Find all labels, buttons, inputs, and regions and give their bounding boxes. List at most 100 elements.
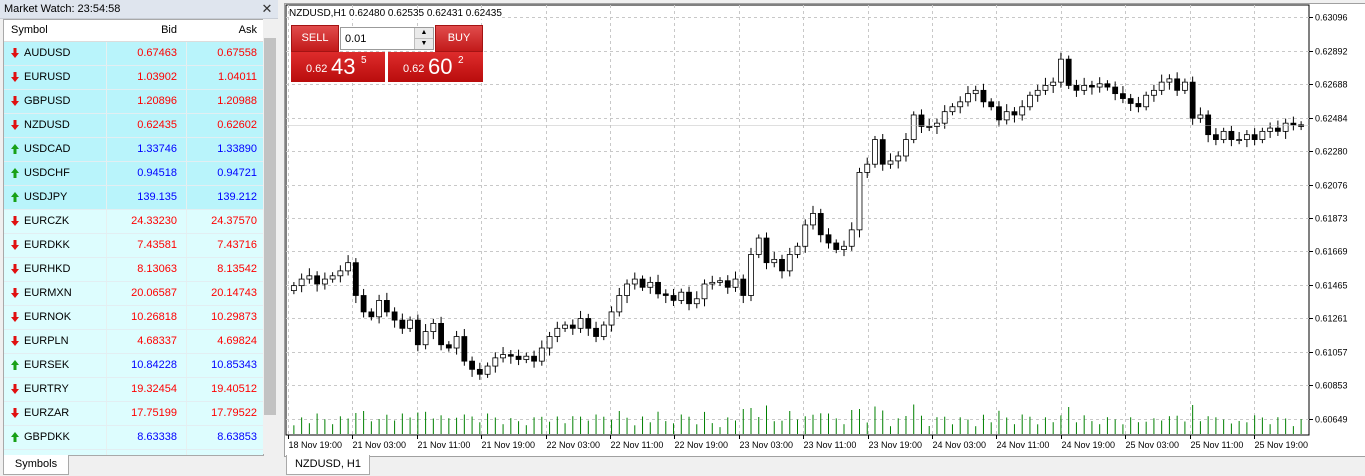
symbol-row[interactable]: EURDKK 7.43581 7.43716 — [4, 234, 263, 258]
x-tick-label: 22 Nov 03:00 — [547, 440, 601, 450]
buy-button[interactable]: BUY — [435, 25, 483, 52]
market-watch-panel: Market Watch: 23:54:58 ✕ Symbol Bid Ask … — [0, 0, 280, 476]
candle — [368, 308, 375, 321]
candle — [546, 331, 553, 356]
ask-value: 1.04011 — [218, 71, 257, 83]
chart-header: NZDUSD,H1 0.62480 0.62535 0.62431 0.6243… — [289, 8, 502, 19]
symbol-row[interactable]: EURZAR 17.75199 17.79522 — [4, 402, 263, 426]
symbol-row[interactable]: EURMXN 20.06587 20.14743 — [4, 282, 263, 306]
lot-size-stepper[interactable]: ▲ ▼ — [340, 27, 434, 50]
arrow-up-icon — [10, 167, 20, 179]
arrow-down-icon — [10, 47, 20, 59]
symbol-row[interactable]: USDJPY 139.135 139.212 — [4, 186, 263, 210]
chart-window[interactable]: 0.63096 0.62892 0.62688 0.62484 0.62280 0.620… — [284, 3, 1365, 457]
symbol-row[interactable]: AUDUSD 0.67463 0.67558 — [4, 42, 263, 66]
symbol-row[interactable]: EURNOK 10.26818 10.29873 — [4, 306, 263, 330]
arrow-down-icon — [10, 263, 20, 275]
candle — [391, 307, 398, 328]
candle — [414, 314, 421, 352]
candle — [864, 157, 871, 178]
tab-chart-nzdusd[interactable]: NZDUSD, H1 — [286, 455, 370, 475]
x-tick-label: 21 Nov 03:00 — [353, 440, 407, 450]
symbol-row[interactable]: USDCHF 0.94518 0.94721 — [4, 162, 263, 186]
scrollbar-thumb[interactable] — [264, 38, 276, 415]
candle — [1174, 72, 1181, 96]
symbol-row[interactable]: EURHKD 8.13063 8.13542 — [4, 258, 263, 282]
candle — [701, 279, 708, 307]
candle — [1127, 93, 1134, 112]
market-watch-scrollbar[interactable] — [263, 19, 277, 454]
symbol-row[interactable]: GBPNOK11.9369511.96755 — [4, 450, 263, 456]
arrow-down-icon — [10, 383, 20, 395]
bid-value: 10.26818 — [131, 311, 177, 323]
symbol-row[interactable]: NZDUSD 0.62435 0.62602 — [4, 114, 263, 138]
ask-value: 10.29873 — [211, 311, 257, 323]
y-tick-label: 0.61057 — [1315, 348, 1348, 358]
chevron-up-icon[interactable]: ▲ — [414, 28, 433, 39]
candle — [538, 340, 545, 366]
candle — [484, 362, 491, 378]
candle — [639, 275, 646, 291]
column-header-bid[interactable]: Bid — [161, 24, 177, 36]
symbol-row[interactable]: GBPUSD 1.20896 1.20988 — [4, 90, 263, 114]
sell-price-button[interactable]: 0.62 43 5 — [291, 52, 385, 82]
symbol-name: EURZAR — [24, 407, 70, 419]
sell-price-fraction: 5 — [361, 55, 367, 66]
x-tick-label: 21 Nov 11:00 — [418, 440, 471, 450]
symbol-row[interactable]: GBPDKK 8.63338 8.63853 — [4, 426, 263, 450]
x-tick-label: 24 Nov 19:00 — [1062, 440, 1116, 450]
candle — [779, 254, 785, 279]
candle — [476, 362, 483, 380]
candle — [693, 291, 700, 309]
column-header-symbol[interactable]: Symbol — [11, 24, 48, 36]
y-tick-label: 0.62892 — [1315, 47, 1348, 57]
tab-symbols[interactable]: Symbols — [3, 455, 69, 475]
buy-price-button[interactable]: 0.62 60 2 — [388, 52, 483, 82]
candle — [957, 96, 964, 114]
candle — [1189, 76, 1196, 125]
candle — [422, 324, 429, 350]
symbol-row[interactable]: EURTRY 19.32454 19.40512 — [4, 378, 263, 402]
market-watch-header: Symbol Bid Ask — [4, 20, 263, 42]
arrow-down-icon — [10, 119, 20, 131]
candle — [1042, 77, 1049, 95]
symbol-row[interactable]: EURSEK 10.84228 10.85343 — [4, 354, 263, 378]
candle — [841, 240, 847, 257]
candle — [1065, 55, 1072, 90]
symbol-row[interactable]: EURPLN 4.68337 4.69824 — [4, 330, 263, 354]
candle — [290, 282, 297, 295]
candle — [856, 167, 863, 238]
y-tick-label: 0.60649 — [1315, 415, 1348, 425]
market-watch-table: Symbol Bid Ask AUDUSD 0.67463 0.67558 EURUS… — [3, 19, 264, 456]
candle — [383, 292, 390, 317]
candle — [453, 330, 460, 355]
column-header-ask[interactable]: Ask — [238, 24, 257, 36]
symbol-row[interactable]: EURCZK 24.33230 24.37570 — [4, 210, 263, 234]
arrow-down-icon — [10, 287, 20, 299]
x-tick-label: 22 Nov 19:00 — [675, 440, 729, 450]
lot-size-input[interactable] — [341, 28, 415, 49]
candle — [562, 321, 568, 332]
candle — [910, 111, 917, 144]
symbol-row[interactable]: USDCAD 1.33746 1.33890 — [4, 138, 263, 162]
candle — [918, 109, 925, 134]
candle — [794, 242, 801, 259]
candle — [507, 349, 514, 364]
bid-value: 19.32454 — [131, 383, 177, 395]
close-icon[interactable]: ✕ — [261, 1, 273, 16]
candle — [1073, 79, 1080, 97]
symbol-row[interactable]: EURUSD 1.03902 1.04011 — [4, 66, 263, 90]
x-tick-label: 24 Nov 11:00 — [997, 440, 1050, 450]
candle — [763, 232, 770, 270]
ask-value: 0.94721 — [217, 167, 257, 179]
arrow-up-icon — [10, 359, 20, 371]
chevron-down-icon[interactable]: ▼ — [414, 39, 433, 49]
candle — [1034, 84, 1041, 102]
arrow-down-icon — [10, 215, 20, 227]
bid-value: 11.93695 — [132, 455, 177, 456]
ask-value: 19.40512 — [211, 383, 257, 395]
bid-value: 1.03902 — [137, 71, 177, 83]
bid-value: 8.63338 — [137, 431, 177, 443]
arrow-down-icon — [10, 335, 20, 347]
sell-button[interactable]: SELL — [291, 25, 339, 52]
